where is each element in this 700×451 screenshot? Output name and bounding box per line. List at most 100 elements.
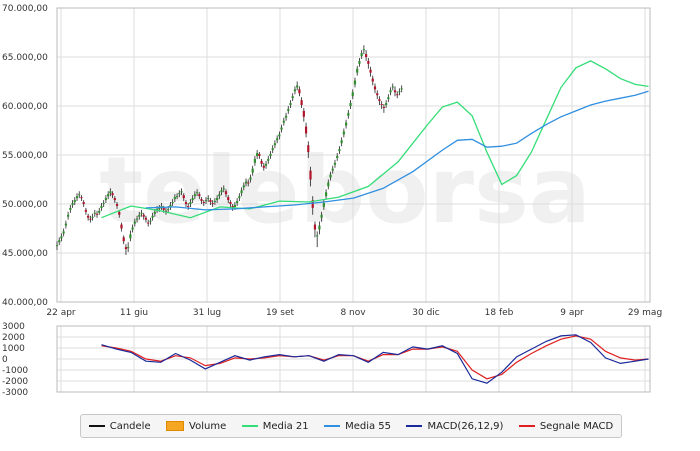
price-y-axis: 40.000,00 45.000,00 50.000,00 55.000,00 60.0… xyxy=(2,4,48,308)
candle-body xyxy=(107,194,110,197)
candle-body xyxy=(373,86,377,90)
candle-body xyxy=(258,154,261,156)
legend-label: Segnale MACD xyxy=(539,420,614,432)
watermark-logo: teleborsa xyxy=(99,137,591,244)
candle-body xyxy=(75,196,79,199)
legend-item: Media 55 xyxy=(324,421,391,432)
candle-body xyxy=(260,160,263,164)
candle-body xyxy=(298,89,301,94)
candle-body xyxy=(244,181,248,184)
price-x-tick: 29 mag xyxy=(628,308,662,318)
candle-body xyxy=(356,68,359,73)
candle-body xyxy=(331,168,334,171)
candle-body xyxy=(293,89,297,92)
candle-body xyxy=(84,209,88,212)
candle-body xyxy=(98,210,101,213)
macd-y-tick: 0 xyxy=(2,355,8,365)
media-55-line xyxy=(145,90,649,211)
candle-body xyxy=(362,49,365,51)
price-x-tick: 8 nov xyxy=(340,308,366,318)
candle-body xyxy=(396,94,399,96)
candle-body xyxy=(302,110,305,117)
price-x-tick: 22 apr xyxy=(46,308,76,318)
candle-body xyxy=(169,204,172,207)
price-y-tick: 65.000,00 xyxy=(2,53,48,63)
candle-body xyxy=(329,174,332,178)
candle-body xyxy=(376,93,379,96)
candle-body xyxy=(127,247,130,249)
candle-body xyxy=(284,115,288,118)
candle-body xyxy=(80,197,83,199)
candle-body xyxy=(211,203,214,205)
candle-body xyxy=(313,224,317,230)
candle-body xyxy=(249,177,252,180)
candle-body xyxy=(365,54,368,57)
legend-swatch xyxy=(406,425,423,427)
candle-body xyxy=(120,224,123,229)
candle-body xyxy=(289,103,292,106)
candle-body xyxy=(227,197,230,201)
candle-body xyxy=(124,247,128,250)
candle-body xyxy=(236,201,239,204)
candle-body xyxy=(231,205,234,208)
candle-body xyxy=(309,170,312,180)
candle-body xyxy=(67,214,70,217)
candle-body xyxy=(109,191,112,194)
candle-body xyxy=(291,96,294,99)
candle-body xyxy=(60,236,63,239)
candle-body xyxy=(242,185,245,188)
candle-body xyxy=(144,217,148,220)
candle-body xyxy=(216,198,219,201)
candle-body xyxy=(100,205,103,208)
candle-body xyxy=(151,215,154,218)
legend-item: Volume xyxy=(166,421,226,432)
candle-body xyxy=(189,202,192,204)
candle-body xyxy=(229,202,232,204)
candle-body xyxy=(224,191,228,195)
candle-body xyxy=(58,240,61,243)
legend-label: MACD(26,12,9) xyxy=(427,420,504,432)
candle-body xyxy=(316,235,319,237)
candle-body xyxy=(180,191,183,193)
candle-body xyxy=(371,78,374,82)
macd-y-tick: -3000 xyxy=(2,388,28,398)
legend-item: Candele xyxy=(88,421,151,432)
candle-body xyxy=(64,223,67,226)
candle-body xyxy=(191,198,194,201)
candle-body xyxy=(175,196,179,198)
candle-body xyxy=(198,194,201,197)
candle-body xyxy=(269,154,272,156)
candle-body xyxy=(300,100,303,106)
price-y-tick: 40.000,00 xyxy=(2,298,48,308)
candle-body xyxy=(87,215,90,218)
candle-body xyxy=(82,202,85,204)
candle-body xyxy=(129,234,132,239)
candle-body xyxy=(336,155,339,158)
candle-body xyxy=(338,149,341,152)
candle-body xyxy=(351,92,354,97)
candle-body xyxy=(142,214,145,217)
candle-body xyxy=(200,199,203,202)
candle-body xyxy=(327,182,330,187)
candle-body xyxy=(256,153,259,156)
candle-body xyxy=(369,69,372,73)
candle-body xyxy=(378,99,381,102)
candle-body xyxy=(222,188,225,190)
price-x-tick: 31 lug xyxy=(193,308,221,318)
candle-body xyxy=(251,168,254,173)
price-plot-border xyxy=(56,7,651,303)
candle-body xyxy=(280,127,283,130)
candle-body xyxy=(207,198,210,200)
candle-body xyxy=(296,85,299,88)
price-x-tick: 11 giu xyxy=(120,308,148,318)
candle-body xyxy=(271,148,274,151)
candle-body xyxy=(78,194,81,196)
candle-body xyxy=(187,205,190,207)
candle-body xyxy=(287,108,290,111)
candle-body xyxy=(55,245,59,247)
candle-body xyxy=(278,134,281,137)
chart-canvas: teleborsa 40.000,00 45.000,00 50.000,00 55.… xyxy=(2,4,662,398)
candle-body xyxy=(164,210,168,212)
candle-body xyxy=(204,200,208,202)
